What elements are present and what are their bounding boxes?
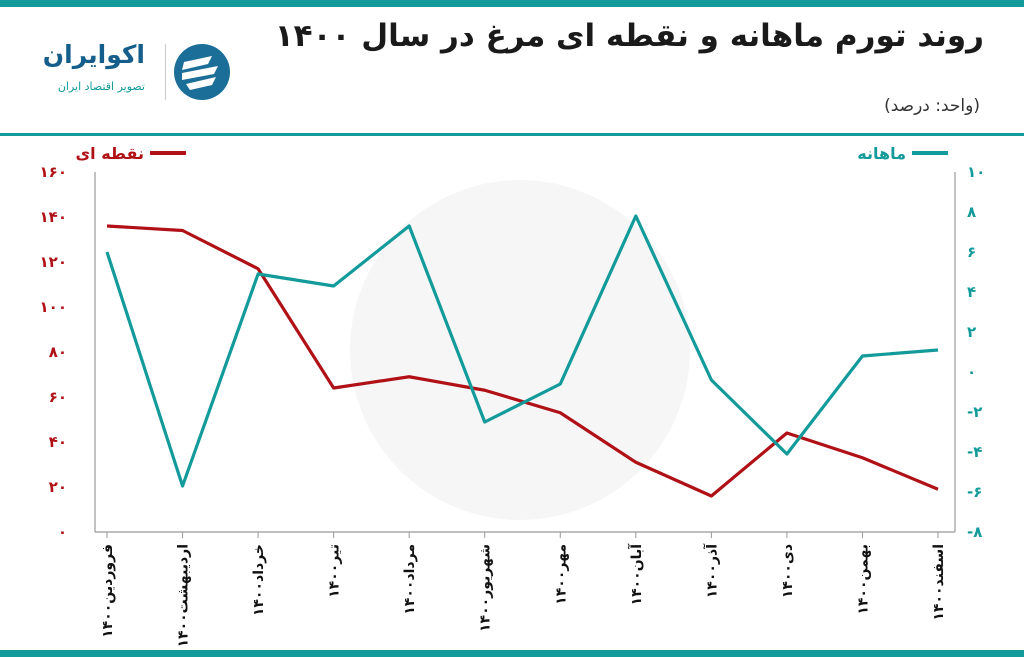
left-tick-label: ۱۴۰	[40, 208, 67, 226]
header-separator	[0, 133, 1024, 136]
x-tick-label: اردیبهشت۱۴۰۰	[176, 544, 192, 648]
brand-logo: اکوایران تصویر اقتصاد ایران	[20, 40, 240, 110]
left-tick-label: ۸۰	[49, 343, 67, 361]
x-tick-label: بهمن۱۴۰۰	[855, 544, 871, 615]
right-axis-ticks: -۸ -۶ -۴ -۲ ۰ ۲ ۴ ۶ ۸ ۱۰	[967, 163, 985, 541]
x-tick-label: مهر۱۴۰۰	[553, 544, 569, 605]
right-tick-label: ۴	[967, 283, 976, 301]
bottom-accent-bar	[0, 650, 1024, 657]
x-axis-ticks: فروردین۱۴۰۰ اردیبهشت۱۴۰۰ خرداد۱۴۰۰ تیر۱۴۰۰ م…	[100, 532, 947, 648]
chart-title: روند تورم ماهانه و نقطه ای مرغ در سال ۱۴…	[274, 18, 984, 54]
legend-label-monthly: ماهانه	[857, 144, 906, 163]
x-tick-label: شهریور۱۴۰۰	[478, 544, 494, 632]
left-tick-label: ۱۰۰	[40, 298, 67, 316]
right-tick-label: ۲	[967, 323, 976, 341]
left-tick-label: ۲۰	[49, 478, 67, 496]
series-lines	[105, 214, 939, 498]
unit-label: (واحد: درصد)	[884, 96, 980, 116]
brand-name: اکوایران	[42, 40, 145, 69]
right-tick-label: -۲	[967, 403, 982, 421]
series-line-monthly	[105, 214, 939, 488]
x-tick-label: تیر۱۴۰۰	[327, 544, 343, 598]
left-tick-label: ۶۰	[49, 388, 67, 406]
left-tick-label: ۱۲۰	[40, 253, 67, 271]
x-tick-label: فروردین۱۴۰۰	[100, 544, 116, 638]
right-tick-label: ۰	[967, 363, 976, 381]
left-tick-label: ۴۰	[49, 433, 67, 451]
right-tick-label: ۶	[967, 243, 976, 261]
watermark-icon	[350, 180, 690, 520]
logo-divider	[165, 44, 166, 100]
left-axis-ticks: ۰ ۲۰ ۴۰ ۶۰ ۸۰ ۱۰۰ ۱۲۰ ۱۴۰ ۱۶۰	[40, 163, 67, 541]
left-tick-label: ۰	[58, 523, 67, 541]
top-accent-bar	[0, 0, 1024, 7]
x-tick-label: دی۱۴۰۰	[780, 544, 796, 598]
x-tick-label: خرداد۱۴۰۰	[251, 544, 267, 616]
right-tick-label: -۶	[967, 483, 982, 501]
axes	[94, 172, 956, 533]
right-tick-label: ۱۰	[967, 163, 985, 181]
right-tick-label: -۸	[967, 523, 982, 541]
right-tick-label: ۸	[967, 203, 976, 221]
legend: نقطه ای ماهانه	[75, 144, 948, 163]
x-tick-label: اسفند۱۴۰۰	[931, 544, 947, 621]
x-tick-label: آبان۱۴۰۰	[627, 543, 645, 606]
brand-mark-icon	[174, 44, 230, 100]
legend-label-point-to-point: نقطه ای	[75, 144, 144, 163]
brand-tagline: تصویر اقتصاد ایران	[57, 80, 145, 93]
right-tick-label: -۴	[967, 443, 982, 461]
left-tick-label: ۱۶۰	[40, 163, 67, 181]
x-tick-label: آذر۱۴۰۰	[702, 543, 720, 598]
x-tick-label: مرداد۱۴۰۰	[402, 544, 418, 615]
